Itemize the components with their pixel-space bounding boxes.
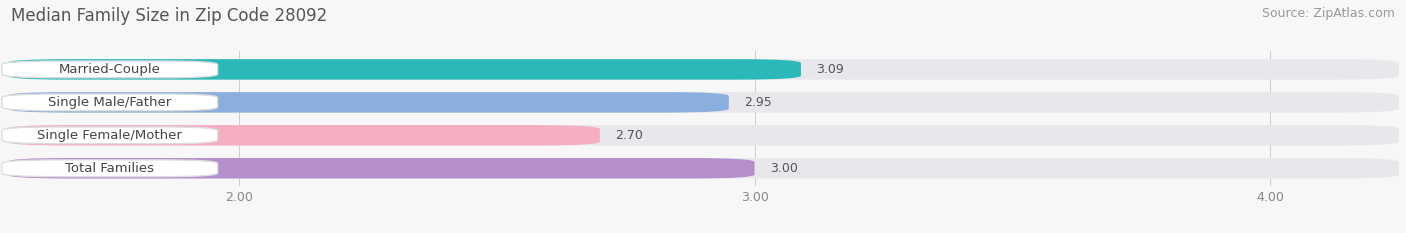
Text: 2.70: 2.70 <box>616 129 643 142</box>
FancyBboxPatch shape <box>1 160 218 177</box>
Text: 2.95: 2.95 <box>744 96 772 109</box>
FancyBboxPatch shape <box>7 158 755 178</box>
Text: Single Male/Father: Single Male/Father <box>48 96 172 109</box>
FancyBboxPatch shape <box>7 125 1399 146</box>
Text: Single Female/Mother: Single Female/Mother <box>38 129 183 142</box>
Text: Median Family Size in Zip Code 28092: Median Family Size in Zip Code 28092 <box>11 7 328 25</box>
FancyBboxPatch shape <box>1 127 218 144</box>
Text: 3.09: 3.09 <box>817 63 844 76</box>
FancyBboxPatch shape <box>1 94 218 111</box>
Text: Total Families: Total Families <box>65 162 155 175</box>
FancyBboxPatch shape <box>7 92 728 113</box>
FancyBboxPatch shape <box>7 59 801 80</box>
Text: Married-Couple: Married-Couple <box>59 63 160 76</box>
Text: 3.00: 3.00 <box>770 162 797 175</box>
FancyBboxPatch shape <box>1 61 218 78</box>
FancyBboxPatch shape <box>7 92 1399 113</box>
FancyBboxPatch shape <box>7 59 1399 80</box>
FancyBboxPatch shape <box>7 158 1399 178</box>
Text: Source: ZipAtlas.com: Source: ZipAtlas.com <box>1261 7 1395 20</box>
FancyBboxPatch shape <box>7 125 600 146</box>
